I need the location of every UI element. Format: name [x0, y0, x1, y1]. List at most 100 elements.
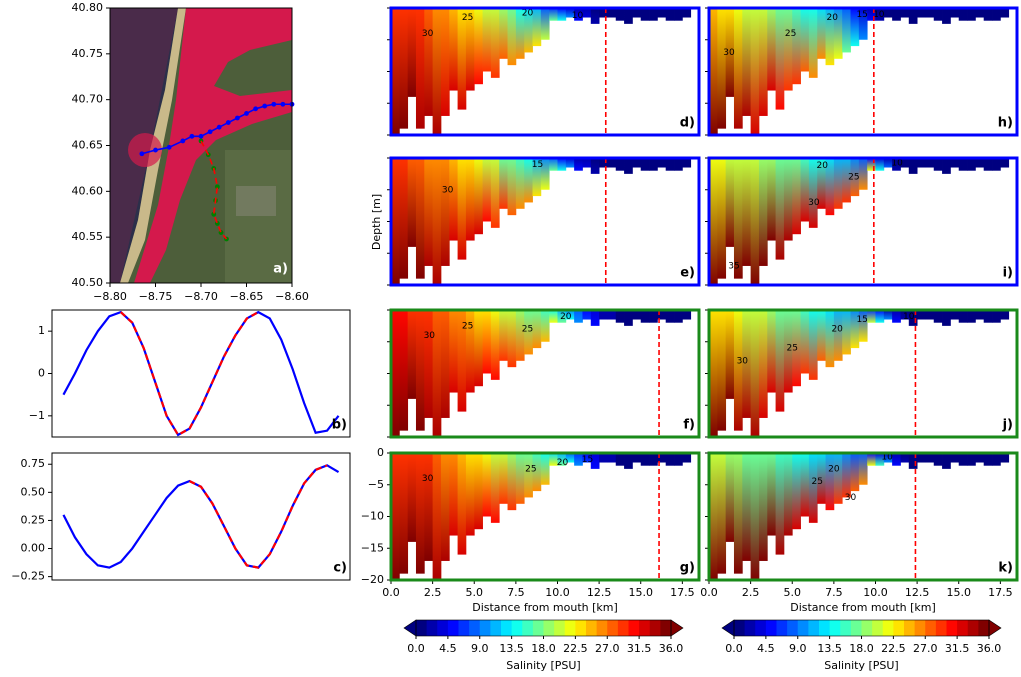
salinity-column [850, 453, 860, 492]
colorbar-tick-label: 0.0 [407, 642, 425, 655]
salinity-column [465, 158, 475, 241]
salinity-column [958, 8, 968, 21]
salinity-column [424, 158, 434, 266]
contour-label: 30 [808, 198, 820, 208]
salinity-column [725, 453, 735, 542]
salinity-column [465, 8, 475, 91]
salinity-column [490, 158, 500, 228]
salinity-column [399, 8, 409, 129]
salinity-column [900, 158, 910, 168]
salinity-column [917, 8, 926, 18]
salinity-column [482, 158, 492, 222]
salinity-column [624, 158, 633, 174]
salinity-column [867, 8, 876, 21]
salinity-column [942, 310, 951, 326]
salinity-column [391, 453, 400, 580]
salinity-column [457, 310, 467, 412]
colorbar-tick-label: 9.0 [789, 642, 807, 655]
contour-label: 25 [462, 321, 473, 331]
salinity-column [717, 310, 727, 431]
salinity-column [833, 8, 843, 59]
colorbar-swatch [734, 620, 746, 636]
panel-frame [389, 451, 701, 582]
salinity-column [490, 8, 500, 78]
salinity-column [783, 310, 793, 393]
salinity-column [549, 453, 558, 466]
salinity-column [908, 158, 918, 174]
salinity-column [482, 453, 492, 517]
colorbar-swatch [607, 620, 619, 636]
x-tick-label: 0.0 [700, 586, 718, 599]
contour-label: 20 [828, 464, 840, 474]
colorbar-swatch [437, 620, 449, 636]
x-tick-label: −8.65 [230, 290, 264, 303]
y-tick-label: 1 [38, 324, 45, 337]
salinity-column [624, 8, 633, 24]
panel-label: j) [1002, 418, 1013, 433]
contour-label: 10 [891, 159, 903, 169]
salinity-column [758, 158, 768, 266]
salinity-column [733, 310, 743, 431]
salinity-column [1000, 453, 1010, 463]
salinity-column [817, 8, 826, 59]
axes-frame [51, 452, 351, 581]
salinity-column [875, 158, 885, 171]
salinity-column [615, 8, 625, 21]
colorbar-swatch [755, 620, 767, 636]
colorbar-swatch [819, 620, 831, 636]
panel-label: h) [998, 116, 1013, 131]
salinity-column [674, 453, 683, 466]
salinity-column [515, 158, 525, 209]
salinity-column [983, 158, 993, 171]
colorbar-swatch [501, 620, 513, 636]
salinity-column [649, 310, 658, 323]
salinity-column [783, 158, 793, 241]
salinity-column [432, 453, 442, 580]
contour-label: 30 [442, 185, 454, 195]
salinity-column [717, 8, 727, 129]
y-tick-label: −20 [361, 573, 384, 586]
salinity-column [850, 8, 860, 47]
colorbar-swatch [946, 620, 958, 636]
salinity-column [950, 453, 960, 463]
salinity-column [709, 8, 718, 135]
y-tick-label: 40.65 [72, 139, 104, 152]
contour-label: 15 [856, 10, 867, 20]
colorbar-swatch [861, 620, 873, 636]
colorbar-tick-label: 36.0 [659, 642, 684, 655]
salinity-column [607, 453, 617, 463]
salinity-column [474, 8, 483, 85]
y-tick-label: 0.00 [21, 542, 46, 555]
contour-label: 30 [422, 474, 434, 484]
salinity-column [709, 310, 718, 437]
salinity-column [767, 453, 776, 536]
salinity-column [975, 158, 985, 168]
colorbar-label: Salinity [PSU] [506, 659, 580, 672]
salinity-column [817, 453, 826, 504]
salinity-column [557, 158, 567, 171]
salinity-column [850, 310, 860, 349]
panel-label: c) [333, 561, 347, 576]
salinity-column [424, 453, 434, 561]
panel-frame [707, 156, 1019, 287]
salinity-column [465, 453, 475, 536]
point [211, 211, 217, 217]
contour-label: 10 [881, 452, 893, 462]
contour-label: 35 [728, 261, 739, 271]
salinity-column [424, 8, 434, 116]
salinity-column [391, 8, 400, 135]
colorbar-swatch [914, 620, 926, 636]
salinity-column [925, 158, 935, 168]
x-axis-label: Distance from mouth [km] [472, 601, 618, 614]
salinity-column [833, 158, 843, 209]
salinity-column [842, 453, 851, 498]
panel-frame [707, 6, 1019, 137]
salinity-column [908, 8, 918, 24]
colorbar-tick-label: 22.5 [563, 642, 588, 655]
salinity-column [767, 310, 776, 393]
salinity-column [682, 8, 692, 18]
colorbar-swatch [564, 620, 576, 636]
salinity-column [682, 453, 692, 463]
salinity-column [399, 158, 409, 279]
